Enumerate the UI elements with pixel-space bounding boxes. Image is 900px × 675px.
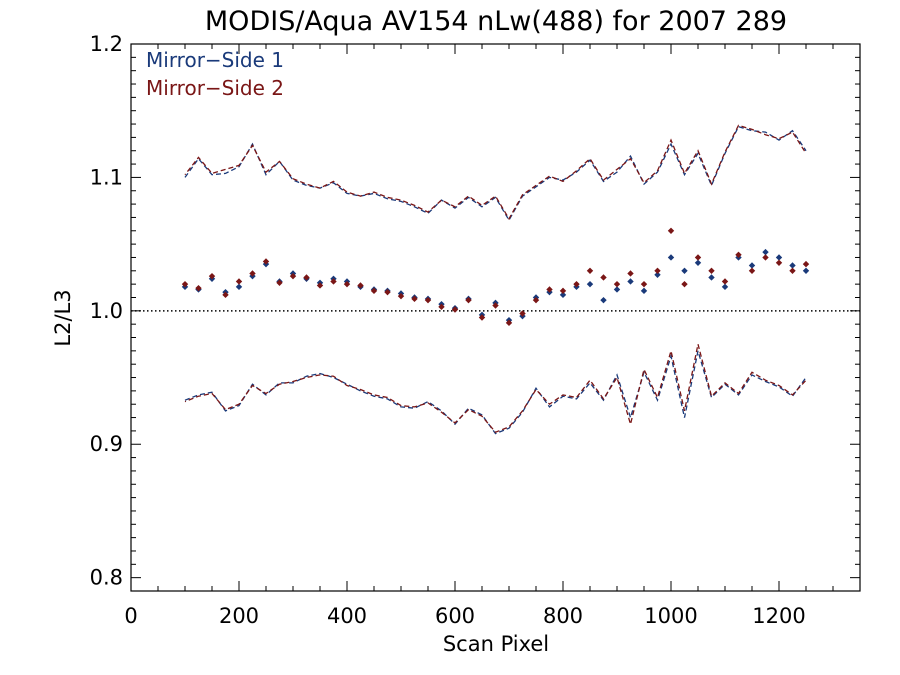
series-2-point (654, 267, 661, 275)
series-2-point (559, 287, 567, 295)
legend-entry-mirror-side-2: Mirror−Side 2 (146, 76, 284, 100)
series-2-point (222, 291, 229, 299)
series-1-point (654, 271, 661, 279)
series-1-point (600, 296, 607, 304)
series-1-upper-bound (184, 125, 807, 222)
series-2-point (613, 280, 621, 288)
series-1-point (748, 262, 756, 269)
series-2-point (384, 288, 391, 296)
series-1-point (775, 254, 783, 261)
series-2-point (262, 258, 270, 265)
legend-entry-mirror-side-1: Mirror−Side 1 (146, 48, 284, 72)
series-2-point (276, 279, 283, 287)
series-1-point (721, 283, 729, 291)
series-2-point (519, 310, 526, 317)
series-1-point (789, 262, 796, 269)
x-tick-label: 800 (543, 604, 583, 628)
series-2-point (411, 295, 418, 303)
x-axis-title: Scan Pixel (443, 632, 549, 656)
series-2-point (492, 302, 499, 309)
legend: Mirror−Side 1 Mirror−Side 2 (146, 48, 284, 100)
series-2-point (802, 260, 810, 268)
series-2-point (357, 282, 364, 289)
series-2-point (789, 267, 796, 275)
series-2-point (775, 259, 783, 266)
series-2-point (546, 286, 553, 293)
series-2-point (438, 303, 445, 311)
series-2-point (478, 314, 486, 321)
series-1-point (586, 280, 594, 288)
series-2-point (681, 280, 688, 288)
y-tick-label: 1.1 (90, 165, 123, 189)
series-1-point (708, 274, 715, 281)
x-tick-label: 600 (435, 604, 475, 628)
x-tick-label: 200 (219, 604, 259, 628)
series-2-point (208, 272, 216, 280)
series-2-point (600, 274, 607, 281)
y-tick-label: 0.9 (90, 432, 123, 456)
series-2-point (195, 284, 202, 292)
series-2-point (451, 306, 459, 313)
series-2-point (505, 319, 513, 327)
series-2-point (748, 267, 756, 275)
chart-title: MODIS/Aqua AV154 nLw(488) for 2007 289 (205, 6, 787, 37)
series-2-point (640, 280, 648, 288)
series-2-upper-bound (184, 124, 807, 221)
series-2-point (573, 280, 580, 288)
x-tick-label: 1000 (644, 604, 697, 628)
series-2-point (303, 274, 310, 281)
series-2-point (316, 282, 324, 289)
series-1-point (694, 259, 702, 266)
series-1-lower-bound (184, 350, 807, 435)
series-2-point (586, 267, 594, 275)
series-1-point (640, 287, 648, 295)
series-2-point (465, 296, 472, 304)
series-2-point (424, 296, 432, 304)
series-2-point (397, 292, 405, 300)
series-1-point (681, 267, 688, 275)
x-tick-label: 0 (124, 604, 137, 628)
series-2-lower-bound (184, 344, 807, 433)
series-1-point (667, 254, 675, 261)
plot-frame (130, 43, 861, 592)
series-2-point (181, 280, 189, 288)
series-2-point (343, 280, 351, 288)
series-2-point (667, 227, 675, 234)
plot-area: 0 200 400 600 800 1000 1200 0.8 0.9 1.0 1.1 1.2 (90, 32, 861, 628)
series-2-point (721, 278, 729, 285)
series-1-point (627, 278, 634, 285)
x-tick-label: 1200 (752, 604, 805, 628)
y-tick-label: 1.0 (90, 299, 123, 323)
series-2-point (735, 251, 742, 258)
series-2-point (627, 270, 634, 277)
series-2-point (235, 278, 243, 285)
series-1-point (559, 291, 567, 299)
x-tick-label: 400 (327, 604, 367, 628)
series-2-point (532, 296, 540, 304)
y-tick-label: 0.8 (90, 566, 123, 590)
series-1-point (802, 267, 810, 275)
series-2-point (370, 287, 378, 295)
series-2-point (708, 267, 715, 275)
y-axis-title: L2/L3 (51, 289, 75, 346)
series-2-point (762, 254, 769, 261)
series-1-point (762, 248, 769, 256)
series-2-point (694, 254, 702, 261)
y-tick-label: 1.2 (90, 32, 123, 56)
series-2-point (330, 278, 337, 285)
series-1-point (613, 286, 621, 293)
series-2-point (289, 272, 297, 280)
series-2-point (249, 270, 256, 277)
series-1-point (235, 283, 243, 291)
